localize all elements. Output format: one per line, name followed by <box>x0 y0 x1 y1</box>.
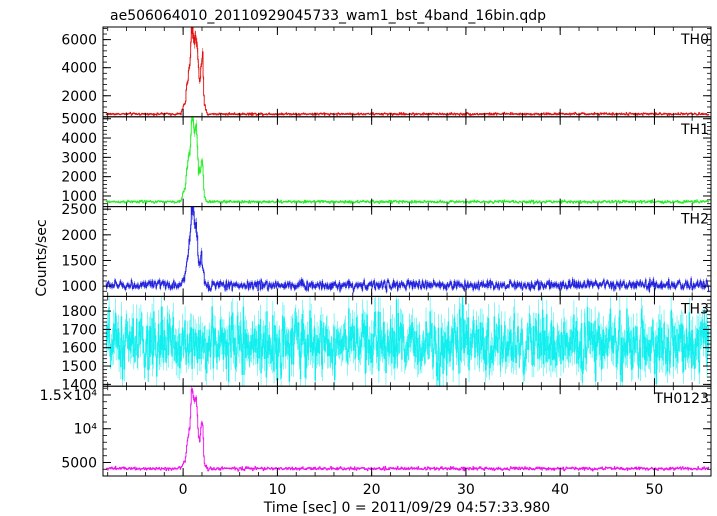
panel-th2: 1000 1500 2000 2500 TH2 <box>61 202 712 297</box>
y-tick-label: 4000 <box>61 61 97 77</box>
panel-label-th3: TH3 <box>680 301 709 317</box>
y-tick-label: 1.5×10⁴ <box>40 388 98 404</box>
y-tick-label: 10⁴ <box>74 422 98 438</box>
x-tick-label: 20 <box>363 482 381 498</box>
panel-label-th0123: TH0123 <box>653 391 709 407</box>
y-tick-label: 2000 <box>61 170 97 186</box>
y-axis-label: Counts/sec <box>34 219 50 296</box>
series-line-th0 <box>105 26 710 117</box>
y-tick-label: 1000 <box>61 189 97 205</box>
panel-label-th1: TH1 <box>680 122 709 138</box>
y-tick-label: 2000 <box>61 228 97 244</box>
y-tick-label: 4000 <box>61 131 97 147</box>
panel-th0123: 5000 10⁴ 1.5×10⁴ TH0123 <box>40 385 712 477</box>
x-tick-label: 40 <box>551 482 569 498</box>
chart-title: ae506064010_20110929045733_wam1_bst_4ban… <box>110 8 546 24</box>
series-line-th3 <box>105 296 710 387</box>
y-tick-label: 1000 <box>61 279 97 295</box>
x-tick-label: 50 <box>646 482 664 498</box>
panel-label-th0: TH0 <box>680 32 709 48</box>
panel-th0: 2000 4000 6000 TH0 <box>61 26 712 118</box>
y-tick-label: 1600 <box>61 341 97 357</box>
y-tick-label: 1500 <box>61 359 97 375</box>
y-tick-label: 1800 <box>61 304 97 320</box>
series-line-th0123 <box>105 388 710 472</box>
panel-label-th2: TH2 <box>680 212 709 228</box>
y-tick-label: 6000 <box>61 33 97 49</box>
y-tick-label: 3000 <box>61 150 97 166</box>
panel-th1: 1000 2000 3000 4000 5000 TH1 <box>61 112 712 208</box>
x-axis-label: Time [sec] 0 = 2011/09/29 04:57:33.980 <box>263 500 550 516</box>
y-tick-label: 1700 <box>61 322 97 338</box>
y-tick-label: 5000 <box>61 455 97 471</box>
panel-th3: 1400 1500 1600 1700 1800 TH3 <box>61 295 712 393</box>
y-tick-label: 2500 <box>61 202 97 218</box>
series-line-th2 <box>105 206 710 293</box>
x-tick-label: 10 <box>268 482 286 498</box>
panel-frame-th0123 <box>102 385 712 477</box>
error-bars-th0 <box>105 27 710 117</box>
x-tick-label: 0 <box>179 482 188 498</box>
y-tick-label: 5000 <box>61 112 97 128</box>
x-tick-label: 30 <box>457 482 475 498</box>
y-tick-label: 1400 <box>61 377 97 393</box>
y-tick-label: 2000 <box>61 89 97 105</box>
series-line-th1 <box>105 116 710 205</box>
y-tick-label: 1500 <box>61 253 97 269</box>
error-bars-th2 <box>105 206 710 294</box>
